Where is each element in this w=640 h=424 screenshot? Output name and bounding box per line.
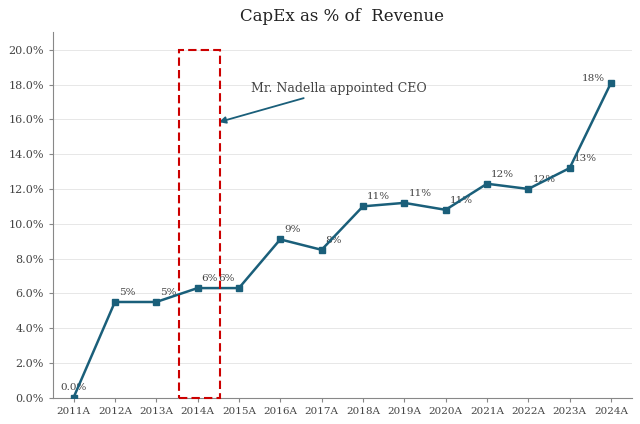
Text: Mr. Nadella appointed CEO: Mr. Nadella appointed CEO	[221, 81, 427, 123]
Title: CapEx as % of  Revenue: CapEx as % of Revenue	[240, 8, 444, 25]
Text: 8%: 8%	[326, 236, 342, 245]
Text: 0.0%: 0.0%	[60, 383, 87, 393]
Text: 13%: 13%	[574, 154, 597, 163]
Text: 11%: 11%	[450, 195, 473, 205]
Text: 6%: 6%	[218, 274, 235, 283]
Text: 5%: 5%	[161, 288, 177, 297]
Text: 5%: 5%	[119, 288, 136, 297]
Text: 12%: 12%	[491, 170, 514, 179]
Text: 12%: 12%	[532, 175, 556, 184]
Text: 11%: 11%	[408, 189, 431, 198]
Text: 11%: 11%	[367, 192, 390, 201]
Bar	[179, 50, 220, 398]
Text: 18%: 18%	[582, 74, 605, 83]
Text: 9%: 9%	[284, 225, 301, 234]
Text: 6%: 6%	[202, 274, 218, 283]
